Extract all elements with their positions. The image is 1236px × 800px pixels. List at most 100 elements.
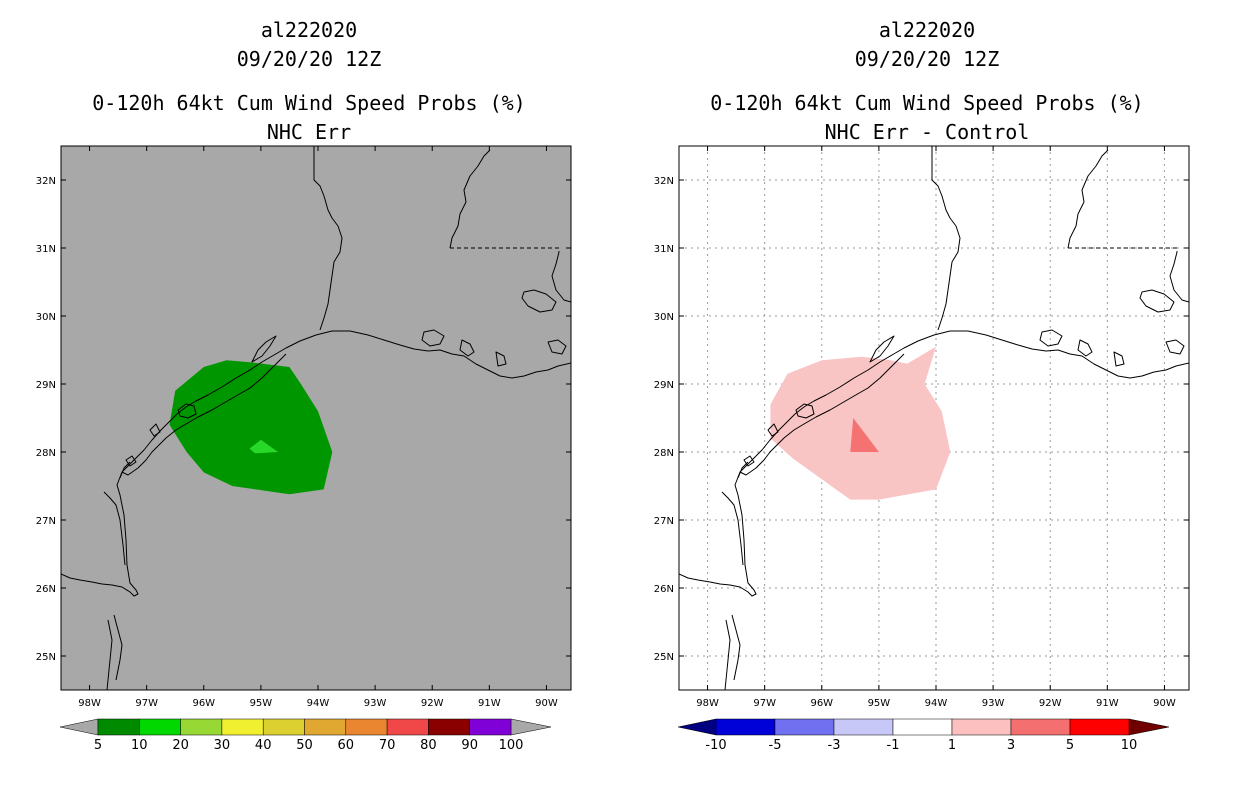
- barrier-island: [119, 461, 131, 479]
- map-layer: [679, 146, 1189, 690]
- lat-label: 27N: [654, 516, 674, 527]
- colorbar-swatch: [262, 718, 305, 736]
- map-layer: [61, 146, 571, 690]
- lon-label: 98W: [696, 698, 719, 709]
- lon-label: 92W: [1039, 698, 1062, 709]
- colorbar-label: 5: [1066, 738, 1074, 753]
- colorbar-label: 100: [499, 738, 524, 753]
- probability-panel: al222020 09/20/20 12Z 0-120h 64kt Cum Wi…: [36, 18, 572, 753]
- probability-contour: [770, 346, 951, 500]
- subtitle: NHC Err - Control: [824, 120, 1030, 144]
- lat-label: 30N: [36, 312, 56, 323]
- colorbar-label: 10: [131, 738, 148, 753]
- colorbar-swatch: [892, 718, 953, 736]
- colorbar-label: 30: [214, 738, 231, 753]
- bay-outline: [743, 455, 755, 467]
- colorbar-high-arrow: [1128, 718, 1170, 736]
- colorbar-swatch: [180, 718, 223, 736]
- barrier-island: [724, 619, 731, 690]
- colorbar-label: 80: [420, 738, 437, 753]
- bay-outline: [869, 335, 895, 363]
- product-title: 0-120h 64kt Cum Wind Speed Probs (%): [92, 91, 526, 115]
- probability-contour: [249, 439, 278, 454]
- colorbar-label: -1: [887, 738, 900, 753]
- colorbar-swatch: [428, 718, 470, 736]
- bay-outline: [421, 329, 445, 347]
- bay-outline: [459, 339, 475, 357]
- colorbar: 5 10 20 30 40 50 60 70 80 90 100: [59, 718, 552, 753]
- colorbar-swatch: [715, 718, 776, 736]
- colorbar-low-arrow: [59, 718, 99, 736]
- colorbar-swatch: [951, 718, 1012, 736]
- bay-outline: [1165, 339, 1185, 355]
- colorbar: -10 -5 -3 -1 1 3 5 10: [677, 718, 1170, 753]
- colorbar-swatch: [221, 718, 264, 736]
- colorbar-swatch: [97, 718, 140, 736]
- colorbar-swatch: [833, 718, 894, 736]
- lon-label: 95W: [868, 698, 891, 709]
- colorbar-swatch: [1010, 718, 1071, 736]
- colorbar-low-arrow: [677, 718, 717, 736]
- pearl-river-border: [1169, 251, 1189, 303]
- bay-outline: [547, 339, 567, 355]
- lat-label: 26N: [36, 584, 56, 595]
- lat-label: 28N: [36, 448, 56, 459]
- mississippi-river-border: [1067, 149, 1109, 249]
- colorbar-label: 40: [255, 738, 272, 753]
- bay-outline: [795, 403, 815, 419]
- colorbar-label: 1: [948, 738, 956, 753]
- bay-outline: [1077, 339, 1093, 357]
- datetime-title: 09/20/20 12Z: [854, 47, 1000, 71]
- barrier-island: [739, 353, 905, 476]
- lon-label: 92W: [421, 698, 444, 709]
- lat-label: 31N: [36, 244, 56, 255]
- barrier-island: [737, 461, 749, 479]
- lat-label: 27N: [36, 516, 56, 527]
- colorbar-label: -3: [828, 738, 841, 753]
- colorbar-swatch: [304, 718, 347, 736]
- barrier-island: [121, 353, 287, 476]
- colorbar-swatch: [1069, 718, 1130, 736]
- colorbar-label: 90: [461, 738, 478, 753]
- barrier-island: [113, 614, 123, 681]
- lon-label: 96W: [810, 698, 833, 709]
- colorbar-label: 3: [1007, 738, 1015, 753]
- lat-label: 25N: [36, 652, 56, 663]
- colorbar-label: 60: [338, 738, 355, 753]
- storm-id-title: al222020: [260, 18, 358, 42]
- map-frame: [678, 145, 1190, 691]
- lat-label: 29N: [654, 380, 674, 391]
- bay-outline: [149, 423, 161, 437]
- lat-label: 26N: [654, 584, 674, 595]
- colorbar-swatch: [774, 718, 835, 736]
- bay-outline: [767, 423, 779, 437]
- colorbar-label: -5: [769, 738, 782, 753]
- lat-label: 30N: [654, 312, 674, 323]
- bay-outline: [251, 335, 277, 363]
- coastline: [679, 330, 1189, 597]
- map-frame: [60, 145, 572, 691]
- lon-label: 97W: [753, 698, 776, 709]
- probability-contour: [850, 418, 879, 452]
- lon-label: 95W: [250, 698, 273, 709]
- colorbar-label: 10: [1121, 738, 1138, 753]
- lon-label: 94W: [925, 698, 948, 709]
- subtitle: NHC Err: [266, 120, 352, 144]
- colorbar-swatch: [345, 718, 388, 736]
- lat-label: 32N: [654, 176, 674, 187]
- bay-outline: [495, 351, 507, 367]
- bay-outline: [521, 289, 557, 313]
- lon-label: 91W: [478, 698, 501, 709]
- lon-label: 97W: [135, 698, 158, 709]
- lon-label: 96W: [192, 698, 215, 709]
- datetime-title: 09/20/20 12Z: [236, 47, 382, 71]
- colorbar-high-arrow: [510, 718, 552, 736]
- lat-label: 32N: [36, 176, 56, 187]
- state-boundary: [1068, 247, 1178, 252]
- lat-label: 28N: [654, 448, 674, 459]
- bay-outline: [1139, 289, 1175, 313]
- barrier-island: [106, 619, 113, 690]
- lon-label: 94W: [307, 698, 330, 709]
- lon-label: 91W: [1096, 698, 1119, 709]
- coastline: [61, 330, 571, 597]
